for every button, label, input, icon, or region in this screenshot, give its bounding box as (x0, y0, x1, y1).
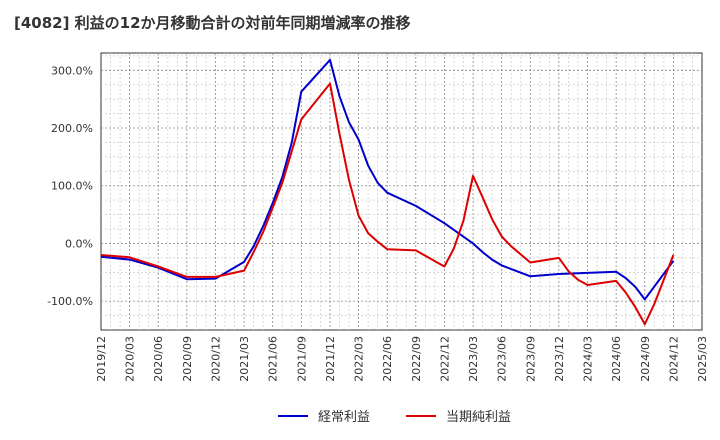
x-tick-label: 2023/09 (524, 336, 537, 382)
series-line (100, 58, 675, 301)
x-tick-label: 2024/03 (582, 336, 595, 382)
legend: 経常利益 当期純利益 (278, 410, 511, 425)
y-tick-label: -100.0% (47, 295, 93, 308)
x-tick-label: 2025/03 (696, 336, 709, 382)
x-tick-label: 2020/12 (209, 336, 222, 382)
y-axis-tick-labels: -100.0% 0.0% 100.0% 200.0% 300.0% (47, 64, 93, 308)
series-lines (100, 58, 675, 326)
y-tick-label: 100.0% (51, 180, 93, 193)
x-tick-label: 2021/03 (238, 336, 251, 382)
x-tick-label: 2023/06 (496, 336, 509, 382)
x-tick-label: 2024/06 (610, 336, 623, 382)
x-tick-label: 2020/09 (181, 336, 194, 382)
x-tick-label: 2021/12 (324, 336, 337, 382)
x-tick-label: 2020/06 (152, 336, 165, 382)
x-tick-label: 2021/09 (295, 336, 308, 382)
legend-label: 当期純利益 (446, 410, 511, 425)
x-tick-label: 2022/03 (353, 336, 366, 382)
x-tick-label: 2022/06 (381, 336, 394, 382)
x-axis-tick-labels: 2019/12 2020/03 2020/06 2020/09 2020/12 2021/… (95, 336, 709, 382)
x-tick-label: 2024/12 (667, 336, 680, 382)
x-tick-label: 2024/09 (639, 336, 652, 382)
legend-label: 経常利益 (318, 410, 370, 425)
series-line (100, 82, 675, 326)
y-tick-label: 0.0% (65, 237, 93, 250)
x-tick-label: 2023/12 (553, 336, 566, 382)
y-tick-label: 300.0% (51, 64, 93, 77)
y-tick-label: 200.0% (51, 122, 93, 135)
x-tick-label: 2021/06 (267, 336, 280, 382)
x-tick-label: 2023/03 (467, 336, 480, 382)
x-tick-label: 2019/12 (95, 336, 108, 382)
chart-title: [4082] 利益の12か月移動合計の対前年同期増減率の推移 (14, 14, 411, 32)
x-tick-label: 2022/12 (438, 336, 451, 382)
x-tick-label: 2020/03 (124, 336, 137, 382)
plot-area (100, 52, 703, 331)
x-tick-label: 2022/09 (410, 336, 423, 382)
